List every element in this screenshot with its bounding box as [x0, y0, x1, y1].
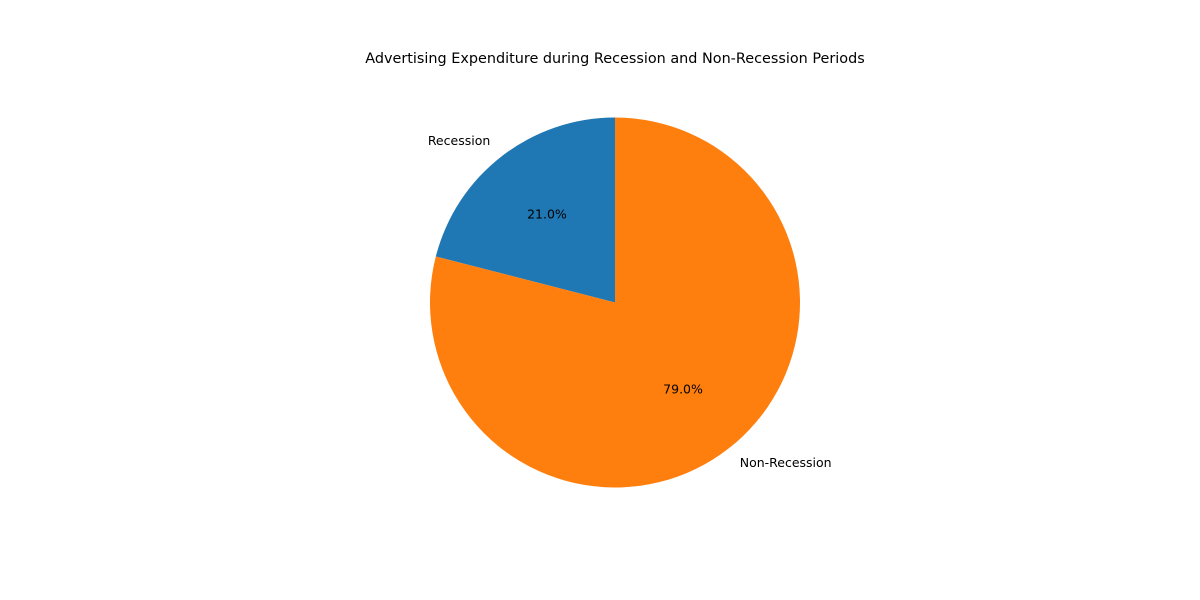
chart-title: Advertising Expenditure during Recession… [365, 51, 864, 67]
pie-slice-non-recession [430, 117, 800, 488]
pie-slices [430, 117, 800, 488]
pie-slice-recession [435, 117, 615, 303]
slice-label-non-recession: Non-Recession [740, 455, 832, 470]
slice-label-recession: Recession [428, 133, 490, 148]
slice-percent-non-recession: 79.0% [663, 382, 703, 397]
slice-percent-recession: 21.0% [527, 206, 567, 221]
pie-labels: Recession 21.0% Non-Recession 79.0% [428, 133, 832, 470]
